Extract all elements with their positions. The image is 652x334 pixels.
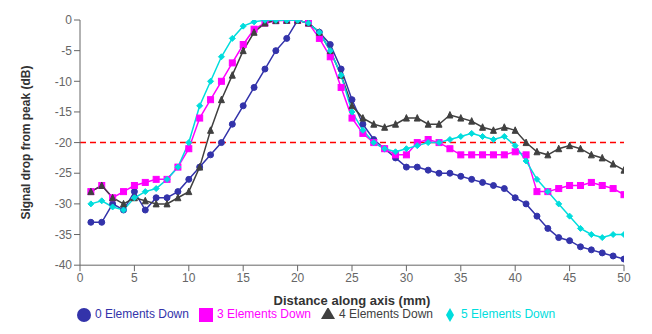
svg-text:Distance along axis (mm): Distance along axis (mm)	[274, 293, 431, 308]
html-text:5 Elements Down: 5 Elements Down	[461, 307, 556, 322]
svg-text:-40: -40	[55, 258, 73, 272]
svg-text:25: 25	[345, 271, 359, 285]
svg-text:0: 0	[77, 271, 84, 285]
html-text:0 Elements Down: 0 Elements Down	[94, 307, 189, 322]
svg-text:-35: -35	[55, 228, 73, 242]
svg-text:-25: -25	[55, 166, 73, 180]
svg-text:-5: -5	[61, 44, 72, 58]
svg-text:45: 45	[563, 271, 577, 285]
svg-text:20: 20	[291, 271, 305, 285]
svg-text:40: 40	[509, 271, 523, 285]
html-text:3 Elements Down: 3 Elements Down	[217, 307, 311, 322]
svg-text:-15: -15	[55, 105, 73, 119]
svg-text:5: 5	[131, 271, 138, 285]
html-text:4 Elements Down: 4 Elements Down	[339, 307, 433, 322]
svg-text:Signal drop from peak (dB): Signal drop from peak (dB)	[19, 66, 33, 220]
svg-text:35: 35	[454, 271, 468, 285]
svg-text:30: 30	[400, 271, 414, 285]
svg-text:50: 50	[617, 271, 631, 285]
svg-text:0: 0	[65, 13, 72, 27]
svg-text:15: 15	[237, 271, 251, 285]
svg-text:-10: -10	[55, 75, 73, 89]
svg-text:-20: -20	[55, 136, 73, 150]
svg-text:-30: -30	[55, 197, 73, 211]
svg-text:10: 10	[182, 271, 196, 285]
